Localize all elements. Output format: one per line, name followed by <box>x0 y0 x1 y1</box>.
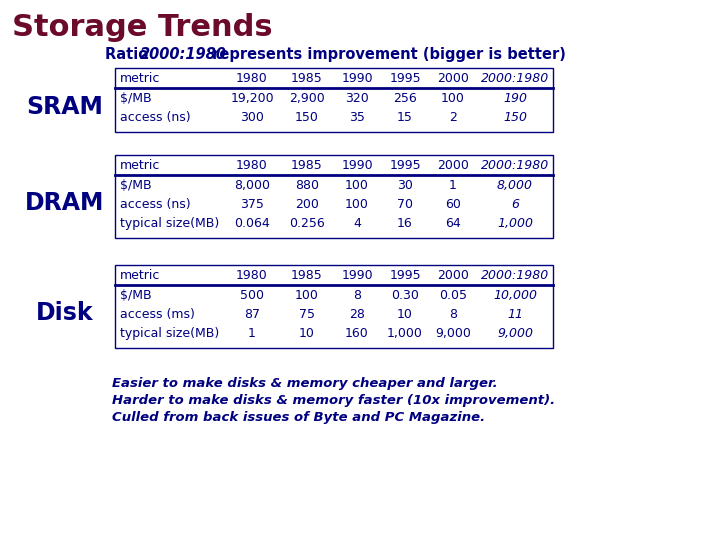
Text: 1995: 1995 <box>390 72 420 85</box>
Text: 2000: 2000 <box>437 72 469 85</box>
Text: 1990: 1990 <box>341 72 373 85</box>
Bar <box>115 155 553 238</box>
Text: 64: 64 <box>445 217 461 230</box>
Text: 2000:1980: 2000:1980 <box>481 72 549 85</box>
Text: 2000:1980: 2000:1980 <box>481 159 549 172</box>
Text: Harder to make disks & memory faster (10x improvement).: Harder to make disks & memory faster (10… <box>112 394 555 407</box>
Text: 11: 11 <box>507 308 523 321</box>
Text: 1985: 1985 <box>291 269 323 282</box>
Text: Culled from back issues of Byte and PC Magazine.: Culled from back issues of Byte and PC M… <box>112 411 485 424</box>
Text: 0.30: 0.30 <box>391 289 419 302</box>
Text: 0.064: 0.064 <box>234 217 270 230</box>
Text: 70: 70 <box>397 198 413 211</box>
Text: access (ns): access (ns) <box>120 111 191 124</box>
Text: 2000:1980: 2000:1980 <box>140 47 227 62</box>
Text: 160: 160 <box>345 327 369 340</box>
Text: 375: 375 <box>240 198 264 211</box>
Text: 10: 10 <box>397 308 413 321</box>
Text: 2000: 2000 <box>437 269 469 282</box>
Text: 8,000: 8,000 <box>234 179 270 192</box>
Text: 10: 10 <box>299 327 315 340</box>
Text: 100: 100 <box>345 198 369 211</box>
Text: typical size(MB): typical size(MB) <box>120 217 220 230</box>
Text: 190: 190 <box>503 92 527 105</box>
Text: 75: 75 <box>299 308 315 321</box>
Text: 19,200: 19,200 <box>230 92 274 105</box>
Text: $/MB: $/MB <box>120 289 152 302</box>
Text: 1,000: 1,000 <box>497 217 533 230</box>
Text: access (ms): access (ms) <box>120 308 195 321</box>
Text: 1980: 1980 <box>236 269 268 282</box>
Text: 1980: 1980 <box>236 72 268 85</box>
Text: 100: 100 <box>441 92 465 105</box>
Text: $/MB: $/MB <box>120 179 152 192</box>
Text: 16: 16 <box>397 217 413 230</box>
Text: 2000:1980: 2000:1980 <box>481 269 549 282</box>
Text: Disk: Disk <box>36 301 94 325</box>
Text: 100: 100 <box>295 289 319 302</box>
Text: 500: 500 <box>240 289 264 302</box>
Text: DRAM: DRAM <box>25 191 104 215</box>
Text: 100: 100 <box>345 179 369 192</box>
Text: 880: 880 <box>295 179 319 192</box>
Text: 1985: 1985 <box>291 159 323 172</box>
Text: 15: 15 <box>397 111 413 124</box>
Text: 8: 8 <box>353 289 361 302</box>
Bar <box>115 68 553 132</box>
Text: SRAM: SRAM <box>27 95 104 119</box>
Text: 10,000: 10,000 <box>493 289 537 302</box>
Text: 200: 200 <box>295 198 319 211</box>
Text: 1,000: 1,000 <box>387 327 423 340</box>
Text: 1995: 1995 <box>390 269 420 282</box>
Text: 28: 28 <box>349 308 365 321</box>
Text: 1: 1 <box>248 327 256 340</box>
Text: 60: 60 <box>445 198 461 211</box>
Text: 30: 30 <box>397 179 413 192</box>
Text: 256: 256 <box>393 92 417 105</box>
Text: metric: metric <box>120 159 161 172</box>
Text: 1995: 1995 <box>390 159 420 172</box>
Text: 0.256: 0.256 <box>289 217 325 230</box>
Text: Easier to make disks & memory cheaper and larger.: Easier to make disks & memory cheaper an… <box>112 377 498 390</box>
Text: 1990: 1990 <box>341 159 373 172</box>
Text: access (ns): access (ns) <box>120 198 191 211</box>
Bar <box>115 265 553 348</box>
Text: Ratio: Ratio <box>105 47 153 62</box>
Text: 2000: 2000 <box>437 159 469 172</box>
Text: $/MB: $/MB <box>120 92 152 105</box>
Text: metric: metric <box>120 269 161 282</box>
Text: metric: metric <box>120 72 161 85</box>
Text: 1990: 1990 <box>341 269 373 282</box>
Text: 2: 2 <box>449 111 457 124</box>
Text: 8: 8 <box>449 308 457 321</box>
Text: 0.05: 0.05 <box>439 289 467 302</box>
Text: 150: 150 <box>503 111 527 124</box>
Text: 9,000: 9,000 <box>497 327 533 340</box>
Text: 320: 320 <box>345 92 369 105</box>
Text: 300: 300 <box>240 111 264 124</box>
Text: typical size(MB): typical size(MB) <box>120 327 220 340</box>
Text: 35: 35 <box>349 111 365 124</box>
Text: 1980: 1980 <box>236 159 268 172</box>
Text: 4: 4 <box>353 217 361 230</box>
Text: Storage Trends: Storage Trends <box>12 13 273 42</box>
Text: 2,900: 2,900 <box>289 92 325 105</box>
Text: 150: 150 <box>295 111 319 124</box>
Text: 1985: 1985 <box>291 72 323 85</box>
Text: 87: 87 <box>244 308 260 321</box>
Text: 8,000: 8,000 <box>497 179 533 192</box>
Text: 6: 6 <box>511 198 519 211</box>
Text: 9,000: 9,000 <box>435 327 471 340</box>
Text: represents improvement (bigger is better): represents improvement (bigger is better… <box>207 47 566 62</box>
Text: 1: 1 <box>449 179 457 192</box>
